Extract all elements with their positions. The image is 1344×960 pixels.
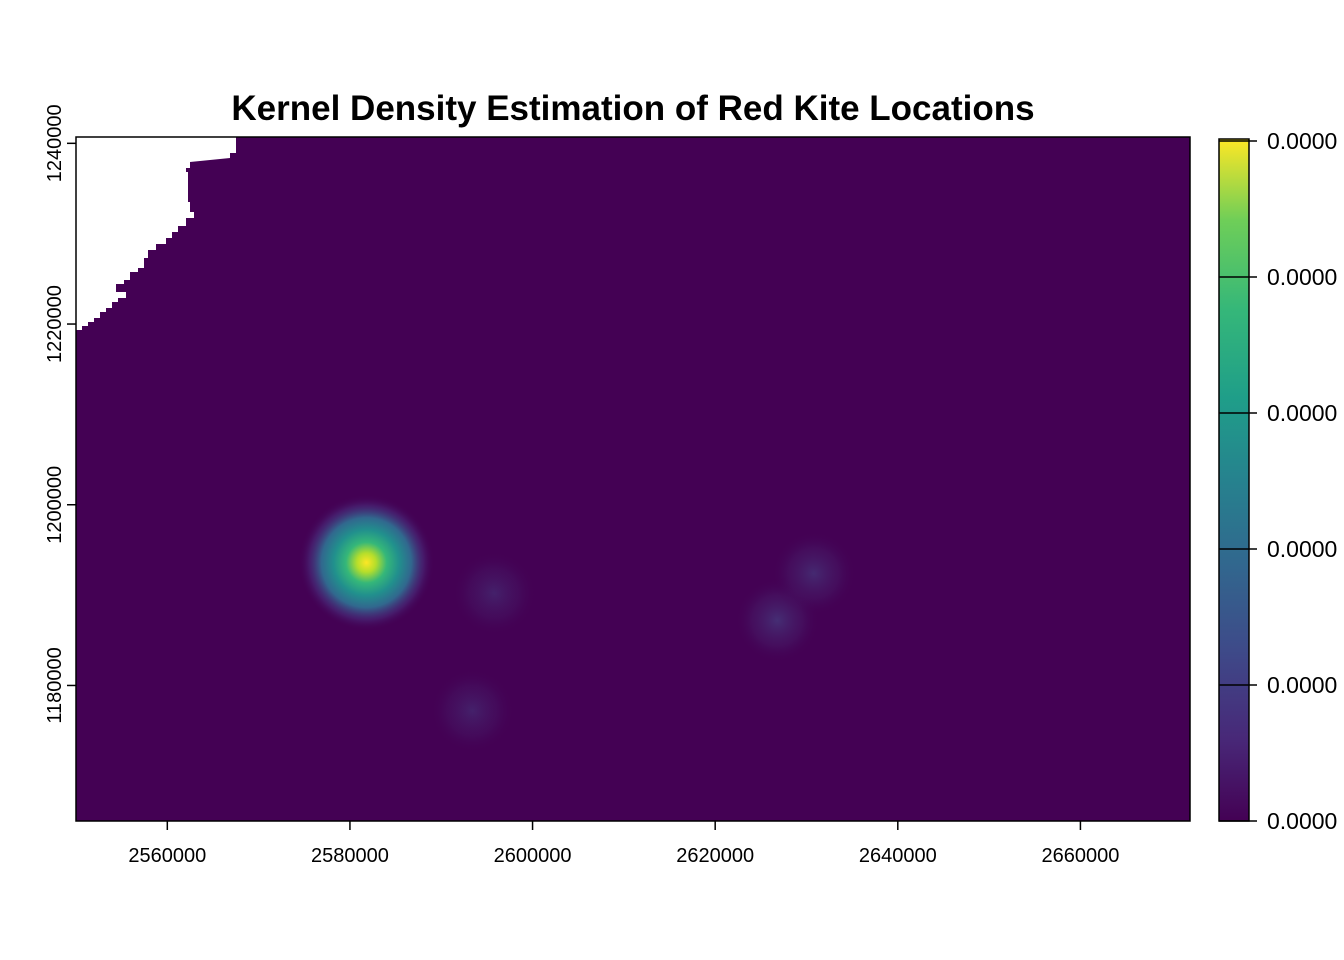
colorbar-tick-label: 0.0000 xyxy=(1267,536,1337,562)
y-tick-label: 1220000 xyxy=(44,285,66,363)
y-tick-label: 1240000 xyxy=(44,104,66,182)
colorbar-tick-label: 0.0000 xyxy=(1267,808,1337,834)
density-hotspot xyxy=(430,668,515,753)
colorbar-ticks: 0.0000 0.0000 0.0000 0.0000 0.0000 0.0000 xyxy=(1219,128,1337,834)
colorbar-tick-label: 0.0000 xyxy=(1267,128,1337,154)
y-axis: 1180000 1200000 1220000 1240000 xyxy=(44,104,76,724)
colorbar: 0.0000 0.0000 0.0000 0.0000 0.0000 0.0000 xyxy=(1218,128,1337,834)
x-tick-label: 2600000 xyxy=(494,845,572,867)
x-tick-label: 2580000 xyxy=(311,845,389,867)
x-tick-label: 2620000 xyxy=(676,845,754,867)
density-raster xyxy=(76,137,1190,821)
y-tick-label: 1200000 xyxy=(44,466,66,544)
x-tick-label: 2640000 xyxy=(859,845,937,867)
colorbar-gradient xyxy=(1218,138,1250,822)
density-hotspot xyxy=(452,551,537,636)
colorbar-tick-label: 0.0000 xyxy=(1267,400,1337,426)
no-data-region xyxy=(76,137,236,330)
x-tick-label: 2660000 xyxy=(1041,845,1119,867)
density-hotspot xyxy=(771,531,856,616)
y-tick-label: 1180000 xyxy=(44,647,66,723)
density-hotspots xyxy=(298,494,856,753)
plot-area xyxy=(76,137,1190,821)
x-tick-label: 2560000 xyxy=(128,845,206,867)
colorbar-tick-label: 0.0000 xyxy=(1267,672,1337,698)
density-hotspot xyxy=(298,494,435,631)
colorbar-tick-label: 0.0000 xyxy=(1267,264,1337,290)
x-axis: 2560000 2580000 2600000 2620000 2640000 26600… xyxy=(128,821,1119,867)
chart-title: Kernel Density Estimation of Red Kite Lo… xyxy=(231,89,1034,128)
plot-frame xyxy=(75,136,1191,822)
